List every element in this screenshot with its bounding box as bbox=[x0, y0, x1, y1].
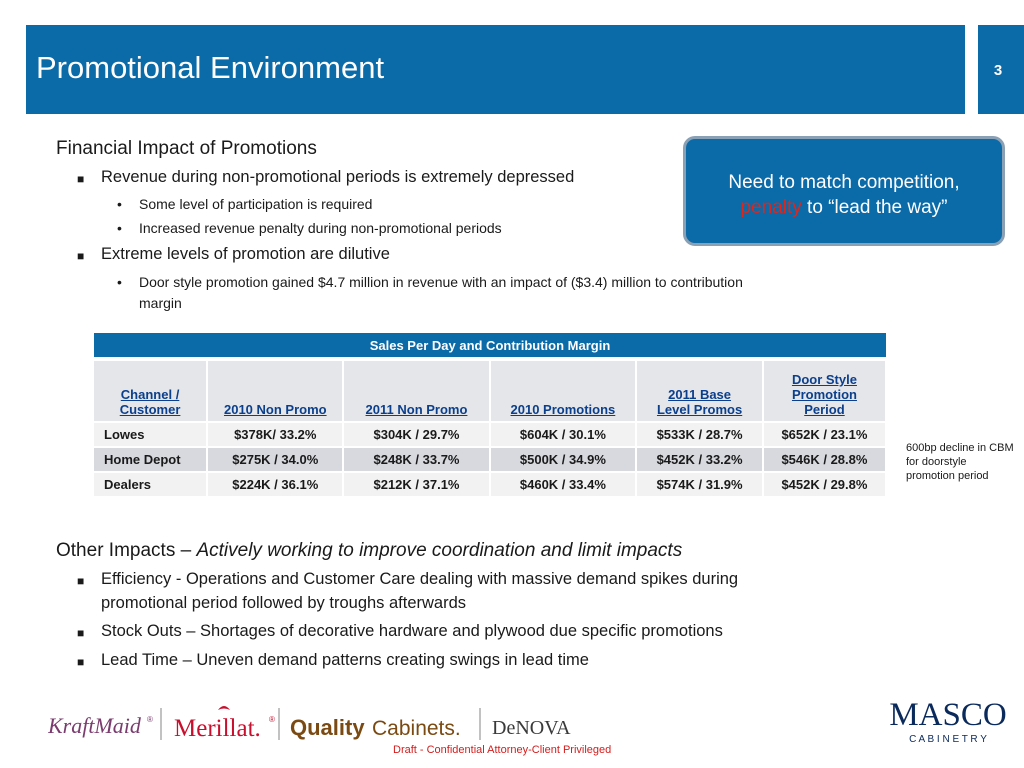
section-heading-other: Other Impacts – Actively working to impr… bbox=[56, 540, 682, 562]
bullet-text: Efficiency - Operations and Customer Car… bbox=[101, 570, 739, 588]
square-bullet-icon: ■ bbox=[77, 574, 85, 588]
merillat-logo: Merillat. bbox=[174, 715, 261, 742]
section-heading-financial: Financial Impact of Promotions bbox=[56, 138, 317, 159]
callout-box: Need to match competition, penalty to “l… bbox=[683, 136, 1005, 246]
dot-bullet-icon: • bbox=[117, 274, 122, 290]
callout-line2-text: to “lead the way” bbox=[801, 197, 948, 218]
bullet-dilutive: ■ Extreme levels of promotion are diluti… bbox=[77, 245, 390, 264]
cabinetry-wordmark: C A B I N E T R Y bbox=[909, 734, 987, 745]
brand-logos: KraftMaid ® Merillat. ® Quality Cabinets… bbox=[47, 700, 608, 750]
sub-bullet-text: Some level of participation is required bbox=[139, 196, 373, 212]
col-header-2011-base: 2011 Base Level Promos bbox=[636, 357, 764, 422]
sub-bullet-text: Increased revenue penalty during non-pro… bbox=[139, 220, 502, 236]
bullet-text: Lead Time – Uneven demand patterns creat… bbox=[101, 651, 589, 669]
dot-bullet-icon: • bbox=[117, 220, 122, 236]
callout-penalty-word: penalty bbox=[740, 197, 802, 218]
kraftmaid-logo: KraftMaid bbox=[48, 713, 142, 738]
table-row: Dealers $224K / 36.1% $212K / 37.1% $460… bbox=[94, 471, 888, 496]
sales-table: Sales Per Day and Contribution Margin Ch… bbox=[94, 333, 888, 496]
row-label: Dealers bbox=[94, 471, 209, 496]
table-cell: $500K / 34.9% bbox=[489, 446, 638, 472]
page-number-box bbox=[978, 25, 1024, 114]
table-cell: $452K / 29.8% bbox=[762, 471, 888, 496]
callout-line2: penalty to “lead the way” bbox=[686, 195, 1002, 220]
sub-bullet-continuation: margin bbox=[139, 295, 182, 311]
col-header-2010-non-promo: 2010 Non Promo bbox=[207, 357, 345, 422]
bullet-stock-outs: ■ Stock Outs – Shortages of decorative h… bbox=[77, 622, 723, 641]
bullet-text: Stock Outs – Shortages of decorative har… bbox=[101, 622, 723, 640]
title-bar bbox=[26, 25, 965, 114]
masco-wordmark: MASCO bbox=[889, 697, 1006, 733]
page-number: 3 bbox=[993, 62, 1003, 79]
denova-logo: DeNOVA bbox=[492, 717, 571, 739]
table-cell: $533K / 28.7% bbox=[636, 421, 764, 447]
footer-confidential: Draft - Confidential Attorney-Client Pri… bbox=[393, 744, 612, 756]
masco-logo: MASCO C A B I N E T R Y bbox=[889, 695, 1007, 752]
dot-bullet-icon: • bbox=[117, 196, 122, 212]
col-header-2010-promotions: 2010 Promotions bbox=[489, 357, 638, 422]
quality-logo-bold: Quality bbox=[290, 715, 365, 740]
table-cell: $224K / 36.1% bbox=[207, 471, 345, 496]
table-cell: $460K / 33.4% bbox=[489, 471, 638, 496]
quality-logo-rest: Cabinets. bbox=[372, 717, 461, 740]
bullet-continuation: promotional period followed by troughs a… bbox=[101, 594, 467, 612]
heading-italic: Actively working to improve coordination… bbox=[196, 540, 683, 561]
table-cell: $652K / 23.1% bbox=[762, 421, 888, 447]
table-cell: $574K / 31.9% bbox=[636, 471, 764, 496]
table-cell: $212K / 37.1% bbox=[343, 471, 491, 496]
table-row: Lowes $378K/ 33.2% $304K / 29.7% $604K /… bbox=[94, 421, 888, 447]
side-note: 600bp decline in CBM for doorstyle promo… bbox=[906, 442, 1014, 482]
row-label: Lowes bbox=[94, 421, 209, 447]
table-cell: $378K/ 33.2% bbox=[207, 421, 345, 447]
square-bullet-icon: ■ bbox=[77, 249, 85, 263]
table-cell: $546K / 28.8% bbox=[762, 446, 888, 472]
table-cell: $452K / 33.2% bbox=[636, 446, 764, 472]
bullet-lead-time: ■ Lead Time – Uneven demand patterns cre… bbox=[77, 651, 589, 670]
table-row: Home Depot $275K / 34.0% $248K / 33.7% $… bbox=[94, 446, 888, 472]
row-label: Home Depot bbox=[94, 446, 209, 472]
table-cell: $248K / 33.7% bbox=[343, 446, 491, 472]
bullet-efficiency: ■ Efficiency - Operations and Customer C… bbox=[77, 570, 739, 589]
bullet-text: Revenue during non-promotional periods i… bbox=[101, 168, 575, 186]
callout-line1: Need to match competition, bbox=[728, 172, 960, 193]
sub-bullet: • Door style promotion gained $4.7 milli… bbox=[117, 274, 743, 290]
table-cell: $304K / 29.7% bbox=[343, 421, 491, 447]
sub-bullet-text: Door style promotion gained $4.7 million… bbox=[139, 274, 743, 290]
bullet-text: Extreme levels of promotion are dilutive bbox=[101, 245, 390, 263]
table-cell: $275K / 34.0% bbox=[207, 446, 345, 472]
table-caption: Sales Per Day and Contribution Margin bbox=[94, 333, 886, 359]
square-bullet-icon: ■ bbox=[77, 626, 85, 640]
heading-plain: Other Impacts – bbox=[56, 540, 197, 561]
brand-logos-graphic: KraftMaid ® Merillat. ® Quality Cabinets… bbox=[47, 706, 571, 742]
col-header-2011-non-promo: 2011 Non Promo bbox=[343, 357, 491, 422]
col-header-door-style: Door Style Promotion Period bbox=[762, 357, 888, 422]
table-cell: $604K / 30.1% bbox=[489, 421, 638, 447]
sub-bullet: • Some level of participation is require… bbox=[117, 196, 373, 212]
merillat-leaf-icon bbox=[218, 706, 230, 710]
col-header-channel: Channel / Customer bbox=[94, 357, 209, 422]
sub-bullet: • Increased revenue penalty during non-p… bbox=[117, 220, 502, 236]
masco-logo-graphic: MASCO C A B I N E T R Y bbox=[889, 697, 1006, 745]
bullet-revenue: ■ Revenue during non-promotional periods… bbox=[77, 168, 575, 187]
square-bullet-icon: ■ bbox=[77, 172, 85, 186]
svg-text:®: ® bbox=[147, 715, 153, 724]
svg-text:®: ® bbox=[269, 715, 275, 724]
square-bullet-icon: ■ bbox=[77, 655, 85, 669]
page-title: Promotional Environment bbox=[36, 50, 385, 85]
